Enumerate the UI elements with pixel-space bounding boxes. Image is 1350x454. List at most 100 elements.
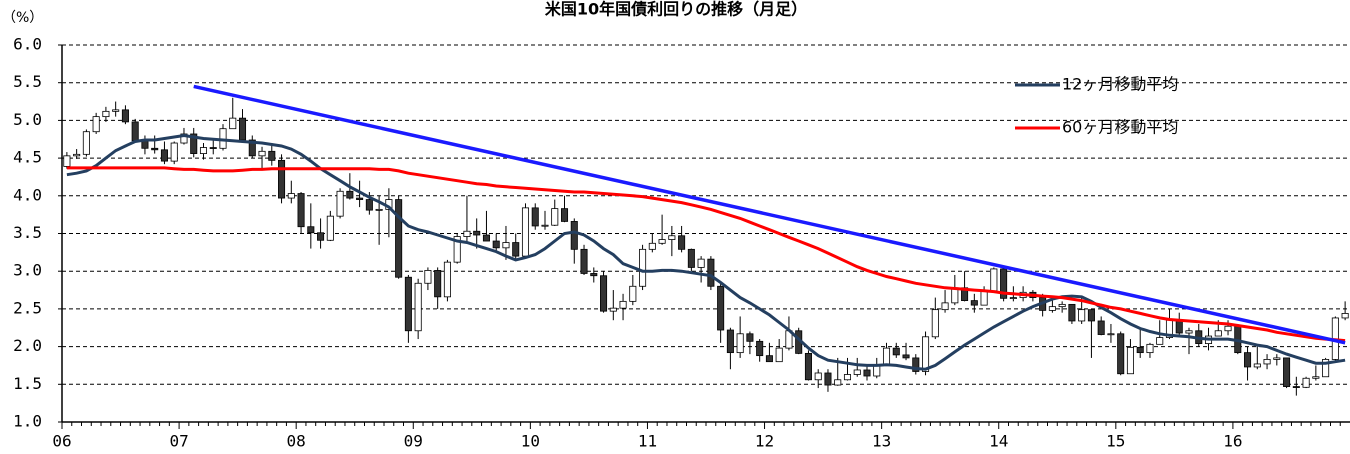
candle-body — [892, 347, 900, 356]
candle-body — [1078, 309, 1086, 322]
candle-body — [912, 357, 920, 372]
candle-body — [834, 379, 842, 386]
candle-body — [502, 242, 510, 249]
candle-body — [941, 302, 949, 311]
x-tick-label: 16 — [1223, 432, 1242, 451]
candle-body — [1175, 319, 1183, 334]
candle-body — [326, 215, 334, 241]
candle-body — [209, 147, 217, 149]
candle-body — [121, 109, 129, 123]
candle-body — [1156, 337, 1164, 345]
candle-body — [102, 110, 110, 118]
candle-body — [170, 142, 178, 162]
y-tick-label: 2.5 — [13, 298, 42, 317]
candle-body — [648, 242, 656, 250]
candle-body — [1107, 333, 1115, 336]
candle-body — [1302, 377, 1310, 388]
candle-body — [180, 133, 188, 144]
candle-body — [307, 226, 315, 234]
candle-body — [531, 207, 539, 227]
candle-body — [1136, 346, 1144, 354]
candle-body — [1283, 357, 1291, 387]
candle-body — [229, 117, 237, 130]
legend-label: 60ヶ月移動平均 — [1062, 118, 1178, 137]
candle-body — [853, 369, 861, 375]
candle-body — [1292, 386, 1300, 388]
candle-body — [512, 242, 520, 257]
candle-body — [980, 290, 988, 306]
candle-body — [1097, 320, 1105, 335]
candle-body — [736, 333, 744, 354]
y-tick-label: 1.5 — [13, 374, 42, 393]
candle-body — [1185, 330, 1193, 334]
candle-body — [112, 109, 120, 112]
candle-body — [1263, 359, 1271, 365]
candle-body — [961, 287, 969, 302]
candle-body — [882, 347, 891, 366]
candle-body — [414, 282, 422, 332]
candle-body — [424, 270, 432, 284]
candle-body — [151, 147, 159, 151]
x-tick-label: 09 — [404, 432, 423, 451]
chart-title: 米国10年国債利回りの推移（月足） — [545, 0, 807, 19]
candle-body — [804, 352, 812, 381]
candle-body — [453, 236, 461, 263]
candle-body — [590, 273, 598, 277]
candle-body — [1253, 363, 1261, 368]
candle-body — [678, 235, 686, 250]
candle-body — [570, 221, 578, 250]
candle-body — [463, 230, 471, 237]
candle-body — [492, 240, 500, 249]
candle-body — [336, 190, 344, 217]
candle-body — [560, 208, 569, 222]
ma-line — [66, 133, 1346, 371]
legend-label: 12ヶ月移動平均 — [1062, 75, 1178, 94]
candle-body — [1058, 303, 1066, 308]
candle-body — [141, 140, 149, 149]
candle-body — [482, 234, 490, 242]
candle-body — [931, 309, 939, 338]
candle-body — [541, 224, 549, 227]
y-tick-label: 3.5 — [13, 223, 42, 242]
candle-body — [814, 372, 822, 381]
candle-body — [434, 270, 442, 298]
x-tick-label: 07 — [169, 432, 188, 451]
candle-body — [92, 116, 100, 133]
candle-body — [1126, 346, 1134, 375]
candle-body — [473, 230, 481, 236]
y-tick-label: 2.0 — [13, 336, 42, 355]
candle-body — [619, 300, 627, 309]
trendline — [193, 84, 1346, 345]
candle-body — [775, 347, 783, 363]
candle-body — [746, 333, 754, 342]
x-tick-label: 12 — [755, 432, 774, 451]
candle-body — [131, 121, 139, 142]
candle-body — [238, 117, 247, 141]
candle-body — [765, 355, 773, 363]
candle-body — [1273, 357, 1281, 360]
candle-body — [73, 153, 81, 157]
candle-body — [258, 150, 266, 157]
candle-body — [268, 150, 276, 161]
y-tick-label: 4.5 — [13, 148, 42, 167]
candle-body — [756, 340, 764, 357]
candle-body — [190, 133, 198, 154]
candle-body — [863, 369, 871, 377]
candle-body — [600, 275, 608, 312]
candle-body — [1117, 333, 1125, 375]
x-tick-label: 13 — [872, 432, 891, 451]
y-tick-label: 6.0 — [13, 35, 42, 54]
candle-body — [375, 208, 383, 211]
candle-body — [609, 307, 617, 312]
candle-body — [248, 139, 256, 157]
candle-body — [199, 147, 208, 154]
candle-body — [629, 285, 637, 302]
y-tick-label: 5.0 — [13, 110, 42, 129]
y-tick-label: 3.0 — [13, 261, 42, 280]
candle-body — [1214, 330, 1222, 337]
y-tick-label: 4.0 — [13, 185, 42, 204]
candle-body — [1224, 325, 1232, 332]
candle-body — [902, 354, 910, 359]
candle-body — [365, 199, 373, 211]
